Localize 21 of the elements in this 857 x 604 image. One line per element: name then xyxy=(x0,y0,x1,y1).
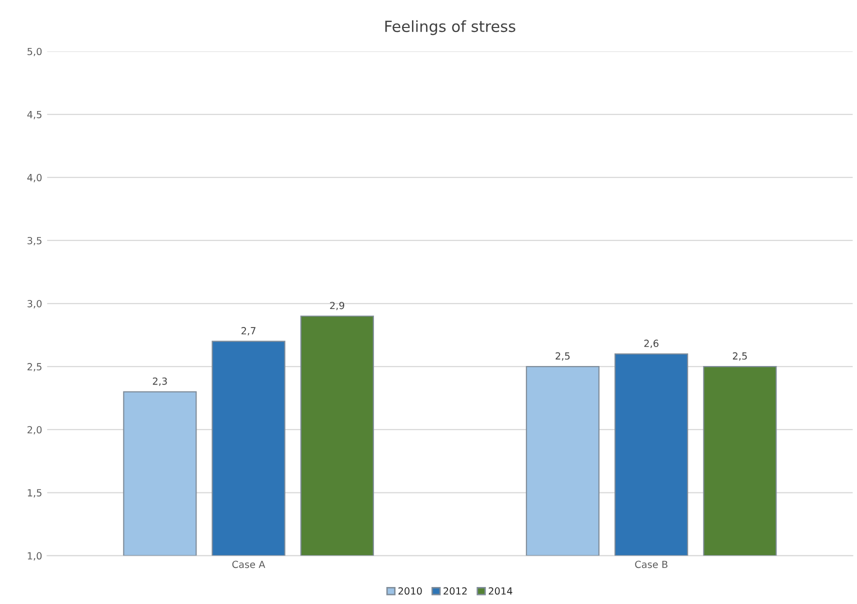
data-label: 2,3 xyxy=(152,377,167,386)
data-label: 2,5 xyxy=(556,352,570,361)
chart-title: Feelings of stress xyxy=(385,20,516,36)
y-tick-label: 4,0 xyxy=(27,174,42,182)
y-tick-label: 2,0 xyxy=(28,426,42,434)
data-label: 2,9 xyxy=(330,302,344,310)
y-tick-label: 1,0 xyxy=(28,552,42,561)
x-tick-label: Case B xyxy=(635,560,668,568)
legend-label: 2014 xyxy=(488,587,512,595)
x-tick-label: Case A xyxy=(232,560,266,568)
y-tick-label: 2,5 xyxy=(28,363,42,372)
data-label: 2,7 xyxy=(242,327,256,336)
legend-label: 2012 xyxy=(444,587,467,595)
y-tick-label: 4,5 xyxy=(27,110,42,120)
data-label: 2,6 xyxy=(644,340,658,348)
legend-label: 2010 xyxy=(398,587,422,595)
y-tick-label: 5,0 xyxy=(28,48,42,56)
y-tick-label: 3,0 xyxy=(28,300,42,308)
data-label: 2,5 xyxy=(732,352,747,361)
y-tick-label: 1,5 xyxy=(28,489,42,498)
y-tick-label: 3,5 xyxy=(28,236,42,246)
